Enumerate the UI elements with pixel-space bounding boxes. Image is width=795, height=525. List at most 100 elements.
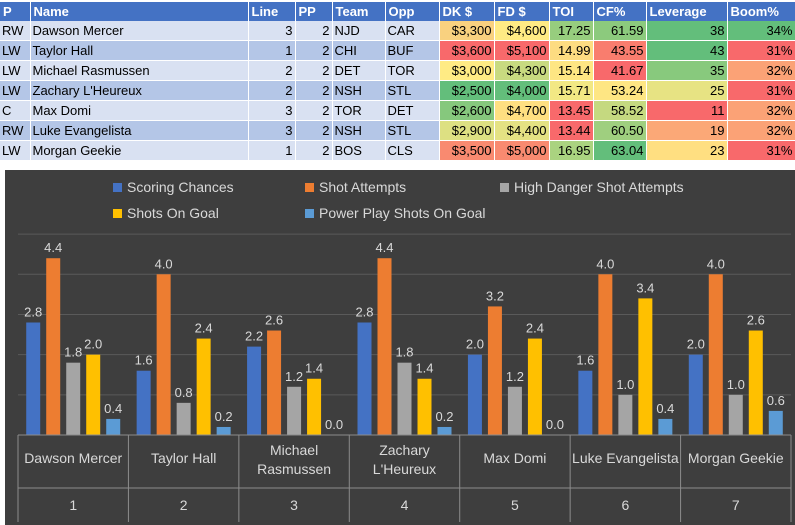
- table-row[interactable]: C Max Domi 3 2 TOR DET $2,600 $4,700 13.45 58.52 1…: [0, 100, 795, 121]
- group-label: 6: [621, 497, 629, 513]
- legend-swatch: [305, 183, 314, 192]
- column-header[interactable]: P: [0, 2, 31, 21]
- cell-fd: $5,100: [494, 40, 550, 61]
- cell-lev: 43: [646, 40, 728, 61]
- bar-shots-on-goal: [527, 338, 542, 435]
- cell-lev: 38: [646, 21, 728, 41]
- cell-toi: 15.71: [549, 80, 594, 101]
- cell-opp: DET: [385, 100, 440, 121]
- cell-boom: 34%: [727, 21, 795, 41]
- column-header[interactable]: CF%: [593, 2, 647, 21]
- bar-shot-attempts: [377, 258, 392, 435]
- column-header[interactable]: PP: [295, 2, 333, 21]
- table-row[interactable]: LW Morgan Geekie 1 2 BOS CLS $3,500 $5,000 16.95…: [0, 140, 795, 161]
- column-header[interactable]: DK $: [439, 2, 495, 21]
- cell-boom: 32%: [727, 100, 795, 121]
- cell-fd: $4,700: [494, 100, 550, 121]
- column-header[interactable]: TOI: [549, 2, 594, 21]
- category-label: Morgan Geekie: [688, 450, 784, 466]
- bar-scoring-chances: [357, 322, 372, 435]
- category-label: L'Heureux: [373, 461, 436, 477]
- bar-shot-attempts: [267, 330, 282, 435]
- category-label: Luke Evangelista: [572, 450, 679, 466]
- data-label: 2.8: [24, 304, 42, 319]
- group-label: 7: [732, 497, 740, 513]
- cell-dk: $2,600: [439, 100, 495, 121]
- bar-scoring-chances: [578, 370, 593, 435]
- bar-high-danger-shot-attempts: [397, 362, 412, 435]
- cell-cf: 43.55: [593, 40, 647, 61]
- cell-line: 2: [248, 60, 296, 81]
- cell-cf: 58.52: [593, 100, 647, 121]
- bar-power-play-shots-on-goal: [437, 426, 452, 435]
- bar-shots-on-goal: [307, 378, 322, 435]
- cell-team: CHI: [332, 40, 386, 61]
- cell-line: 1: [248, 140, 296, 161]
- table-row[interactable]: LW Taylor Hall 1 2 CHI BUF $3,600 $5,100 14.99 43…: [0, 40, 795, 61]
- cell-toi: 13.44: [549, 120, 594, 141]
- bar-scoring-chances: [688, 354, 703, 435]
- data-label: 4.4: [44, 240, 62, 255]
- cell-pp: 2: [295, 80, 333, 101]
- legend-swatch: [113, 209, 122, 218]
- bar-shots-on-goal: [417, 378, 432, 435]
- cell-name: Dawson Mercer: [30, 21, 249, 41]
- bar-shot-attempts: [46, 258, 61, 435]
- data-label: 2.4: [526, 321, 544, 336]
- cell-line: 3: [248, 21, 296, 41]
- data-label: 1.6: [576, 353, 594, 368]
- cell-dk: $3,000: [439, 60, 495, 81]
- cell-team: BOS: [332, 140, 386, 161]
- column-header[interactable]: Boom%: [727, 2, 795, 21]
- player-table: P Name Line PP Team Opp DK $ FD $ TOI CF% Leverage…: [0, 2, 795, 161]
- legend-swatch: [113, 183, 122, 192]
- bar-high-danger-shot-attempts: [287, 386, 302, 435]
- cell-cf: 41.67: [593, 60, 647, 81]
- bar-power-play-shots-on-goal: [216, 426, 231, 435]
- data-label: 2.4: [195, 321, 213, 336]
- table-row[interactable]: RW Dawson Mercer 3 2 NJD CAR $3,300 $4,600 17.25…: [0, 21, 795, 41]
- data-label: 1.0: [616, 377, 634, 392]
- legend-label: Shots On Goal: [127, 205, 219, 221]
- data-label: 1.4: [305, 361, 323, 376]
- bar-high-danger-shot-attempts: [66, 362, 81, 435]
- data-label: 1.6: [135, 353, 153, 368]
- cell-team: NSH: [332, 120, 386, 141]
- data-label: 0.4: [104, 401, 122, 416]
- bar-high-danger-shot-attempts: [507, 386, 522, 435]
- legend-swatch: [500, 183, 509, 192]
- cell-toi: 17.25: [549, 21, 594, 41]
- group-label: 5: [511, 497, 519, 513]
- table-row[interactable]: RW Luke Evangelista 3 2 NSH STL $2,900 $4,400 13…: [0, 120, 795, 141]
- bar-power-play-shots-on-goal: [106, 418, 121, 435]
- data-label: 1.2: [285, 369, 303, 384]
- data-label: 3.2: [486, 288, 504, 303]
- table-row[interactable]: LW Michael Rasmussen 2 2 DET TOR $3,000 $4,300 1…: [0, 60, 795, 81]
- table-row[interactable]: LW Zachary L'Heureux 2 2 NSH STL $2,500 $4,000 1…: [0, 80, 795, 101]
- category-label: Zachary: [379, 442, 430, 458]
- cell-fd: $4,000: [494, 80, 550, 101]
- column-header[interactable]: Line: [248, 2, 296, 21]
- cell-opp: STL: [385, 80, 440, 101]
- column-header[interactable]: Name: [30, 2, 249, 21]
- data-label: 1.4: [415, 361, 433, 376]
- legend-swatch: [305, 209, 314, 218]
- data-label: 2.2: [245, 329, 263, 344]
- cell-fd: $4,300: [494, 60, 550, 81]
- cell-fd: $5,000: [494, 140, 550, 161]
- cell-name: Zachary L'Heureux: [30, 80, 249, 101]
- cell-toi: 14.99: [549, 40, 594, 61]
- column-header[interactable]: Team: [332, 2, 386, 21]
- data-label: 0.0: [325, 417, 343, 432]
- data-label: 1.8: [64, 345, 82, 360]
- cell-boom: 31%: [727, 40, 795, 61]
- cell-opp: STL: [385, 120, 440, 141]
- column-header[interactable]: Leverage: [646, 2, 728, 21]
- category-label: Max Domi: [483, 450, 546, 466]
- legend-label: Scoring Chances: [127, 179, 234, 195]
- column-header[interactable]: Opp: [385, 2, 440, 21]
- column-header[interactable]: FD $: [494, 2, 550, 21]
- cell-name: Morgan Geekie: [30, 140, 249, 161]
- legend-label: Power Play Shots On Goal: [319, 205, 486, 221]
- bar-shots-on-goal: [638, 298, 653, 435]
